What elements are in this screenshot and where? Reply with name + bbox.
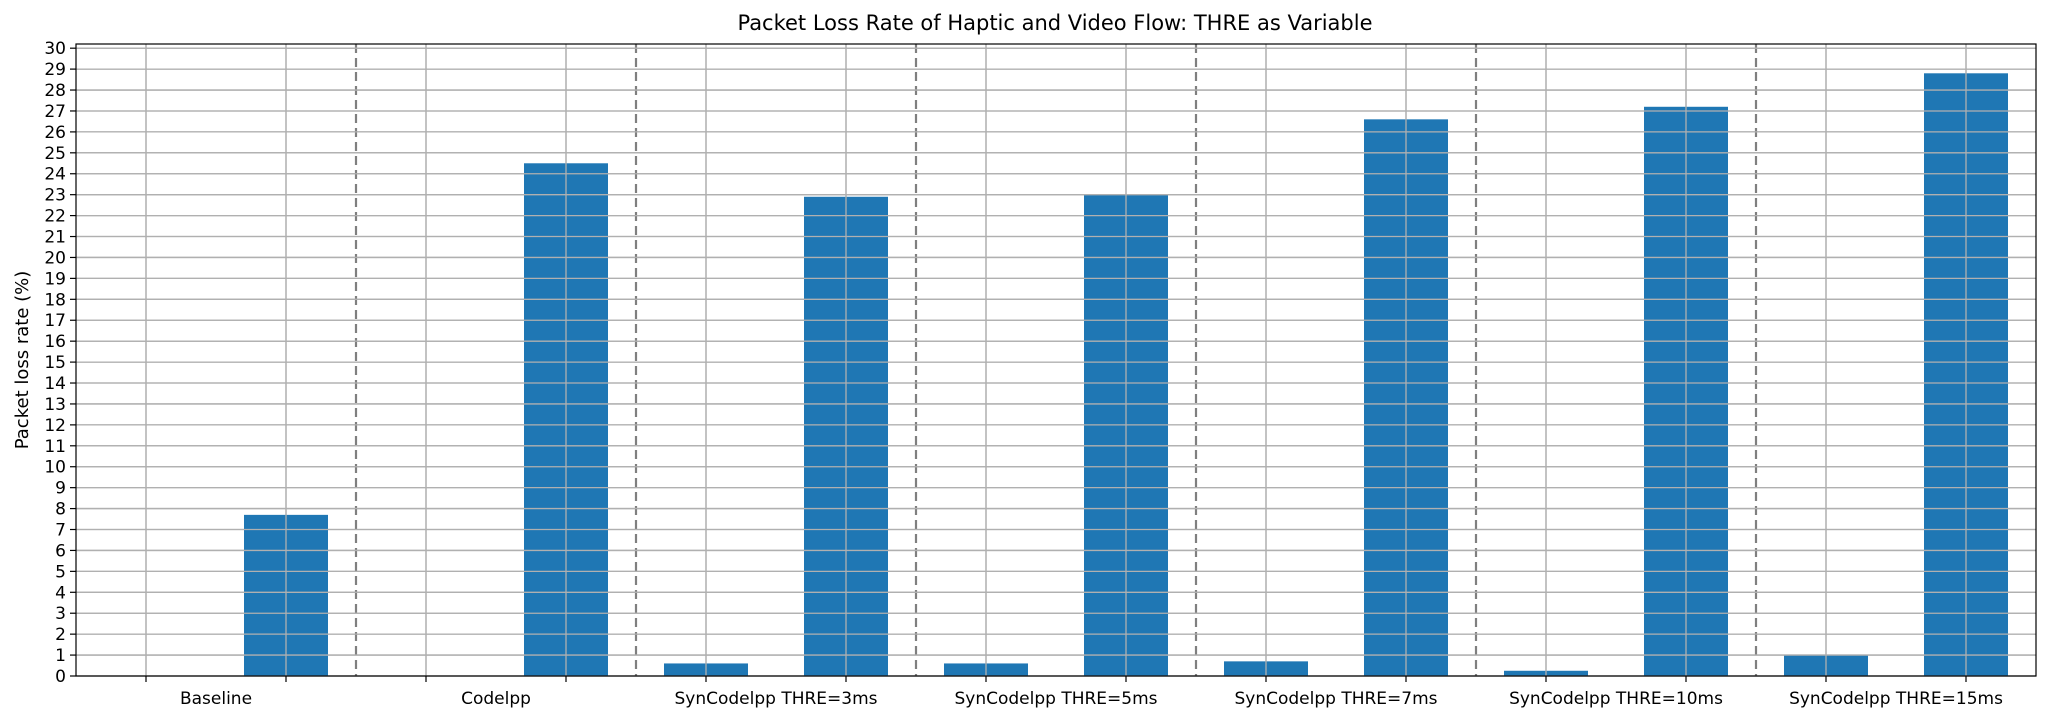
- x-category-label: SynCodelpp THRE=15ms: [1789, 689, 2003, 709]
- y-tick-label: 18: [44, 290, 66, 310]
- y-tick-label: 6: [55, 541, 66, 561]
- y-tick-label: 8: [55, 500, 66, 520]
- x-category-label: SynCodelpp THRE=10ms: [1509, 689, 1723, 709]
- y-tick-label: 22: [44, 207, 66, 227]
- y-tick-label: 24: [44, 165, 66, 185]
- chart-title: Packet Loss Rate of Haptic and Video Flo…: [737, 11, 1372, 35]
- y-tick-label: 20: [44, 248, 66, 268]
- y-tick-label: 2: [55, 625, 66, 645]
- x-category-label: Codelpp: [461, 689, 531, 709]
- y-tick-label: 7: [55, 521, 66, 541]
- y-tick-label: 29: [44, 60, 66, 80]
- y-tick-label: 1: [55, 646, 66, 666]
- y-tick-label: 10: [44, 458, 66, 478]
- x-category-label: SynCodelpp THRE=7ms: [1234, 689, 1437, 709]
- y-tick-label: 3: [55, 604, 66, 624]
- y-tick-label: 14: [44, 374, 66, 394]
- plot-frame: [75, 43, 2037, 677]
- y-axis-ticks: 0123456789101112131415161718192021222324…: [44, 39, 76, 687]
- y-tick-label: 28: [44, 81, 66, 101]
- grid-over-bars: [76, 44, 2036, 677]
- y-tick-label: 26: [44, 123, 66, 143]
- y-axis-label: Packet loss rate (%): [12, 271, 33, 450]
- y-tick-label: 17: [44, 311, 66, 331]
- y-tick-label: 9: [55, 479, 66, 499]
- y-tick-label: 30: [44, 39, 66, 59]
- y-tick-label: 12: [44, 416, 66, 436]
- y-tick-label: 21: [44, 228, 66, 248]
- y-tick-label: 16: [44, 332, 66, 352]
- x-category-label: SynCodelpp THRE=3ms: [674, 689, 877, 709]
- grid-layer: [76, 44, 2036, 677]
- y-tick-label: 0: [55, 667, 66, 687]
- y-tick-label: 11: [44, 437, 66, 457]
- y-tick-label: 13: [44, 395, 66, 415]
- x-category-label: SynCodelpp THRE=5ms: [954, 689, 1157, 709]
- y-tick-label: 23: [44, 186, 66, 206]
- x-category-label: Baseline: [180, 689, 252, 709]
- y-tick-label: 19: [44, 269, 66, 289]
- y-tick-label: 25: [44, 144, 66, 164]
- y-tick-label: 27: [44, 102, 66, 122]
- y-tick-label: 5: [55, 562, 66, 582]
- x-axis-ticks: Baseline Codelpp SynCodelpp THRE=3ms SynCod…: [145, 676, 2003, 709]
- y-tick-label: 15: [44, 353, 66, 373]
- y-tick-label: 4: [55, 583, 66, 603]
- group-separators: [354, 44, 1758, 676]
